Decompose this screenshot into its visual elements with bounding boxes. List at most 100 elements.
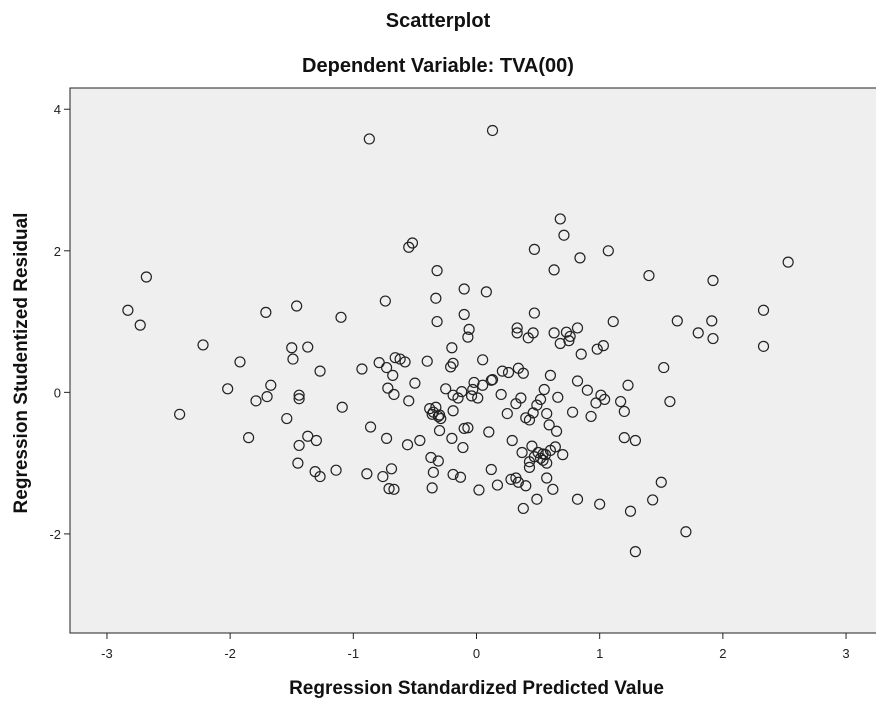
data-point — [615, 395, 627, 408]
data-point — [557, 449, 569, 461]
data-point — [554, 213, 566, 225]
data-point — [250, 395, 262, 407]
data-point — [261, 390, 273, 403]
data-point — [426, 482, 438, 494]
data-point — [335, 311, 347, 323]
data-point — [571, 493, 584, 505]
data-point — [467, 383, 479, 396]
data-point — [537, 454, 549, 466]
data-point — [380, 432, 393, 444]
data-point — [575, 348, 587, 360]
data-point — [302, 341, 314, 353]
data-point — [380, 361, 393, 374]
data-point — [526, 440, 538, 452]
data-point — [543, 419, 555, 431]
x-axis-label: Regression Standardized Predicted Value — [289, 678, 664, 699]
data-point — [445, 361, 457, 373]
data-point — [452, 392, 464, 404]
data-point — [574, 252, 586, 264]
data-point — [707, 274, 719, 287]
data-point — [140, 271, 152, 283]
data-point — [528, 307, 540, 319]
x-tick-label: 1 — [596, 646, 603, 661]
data-point — [122, 304, 134, 316]
data-point — [629, 546, 642, 558]
data-point — [234, 356, 246, 368]
data-point — [291, 300, 303, 312]
data-point — [330, 464, 342, 476]
chart-subtitle: Dependent Variable: TVA(00) — [302, 55, 574, 77]
data-point — [692, 327, 704, 339]
x-tick-label: 2 — [719, 646, 726, 661]
data-point — [477, 354, 489, 366]
data-point — [409, 377, 421, 389]
data-point — [599, 393, 611, 406]
data-point — [458, 308, 470, 321]
data-point — [385, 463, 398, 475]
data-point — [286, 342, 298, 354]
data-point — [538, 383, 550, 396]
data-point — [511, 322, 523, 334]
data-point — [571, 322, 584, 334]
data-point — [485, 374, 497, 386]
data-point — [389, 352, 401, 364]
data-point — [643, 269, 655, 282]
data-point — [558, 229, 570, 241]
data-point — [532, 446, 544, 459]
data-point — [618, 432, 630, 444]
data-point — [388, 388, 400, 401]
data-point — [433, 424, 446, 437]
data-point — [364, 421, 377, 433]
data-point — [424, 403, 436, 415]
data-point — [425, 451, 437, 464]
data-point — [549, 441, 561, 453]
data-point — [552, 391, 564, 403]
data-point — [541, 472, 553, 484]
data-point — [480, 286, 492, 298]
data-point — [403, 395, 415, 407]
data-point — [517, 502, 529, 515]
data-point — [483, 426, 495, 438]
data-point — [501, 407, 513, 420]
data-point — [435, 412, 447, 425]
data-point — [594, 498, 606, 510]
data-point — [554, 337, 566, 350]
data-point — [485, 463, 497, 476]
data-point — [680, 526, 692, 538]
data-point — [782, 256, 794, 268]
data-point — [502, 366, 515, 379]
data-point — [591, 343, 603, 355]
data-point — [629, 434, 642, 447]
data-point — [515, 392, 527, 404]
data-point — [222, 383, 234, 395]
x-tick-label: -2 — [224, 646, 236, 661]
data-point — [622, 379, 634, 391]
data-point — [585, 410, 597, 423]
data-point — [388, 483, 400, 495]
data-point — [447, 357, 459, 369]
data-point — [597, 340, 609, 352]
data-point — [310, 434, 322, 447]
data-point — [517, 367, 529, 379]
data-point — [293, 439, 305, 452]
data-point — [356, 363, 368, 375]
data-point — [197, 339, 209, 351]
data-point — [431, 265, 443, 277]
data-point — [550, 425, 563, 437]
data-point — [624, 505, 637, 517]
data-point — [472, 392, 484, 404]
data-point — [292, 457, 304, 469]
data-point — [454, 471, 467, 483]
data-point — [544, 369, 557, 381]
data-point — [757, 340, 770, 352]
y-tick-label: 0 — [54, 385, 61, 400]
data-point — [447, 468, 459, 481]
y-axis-label: Regression Studentized Residual — [11, 212, 32, 514]
data-point — [548, 327, 560, 339]
data-point — [566, 406, 579, 418]
y-tick-label: -2 — [49, 527, 61, 542]
data-point — [607, 315, 619, 328]
data-point — [281, 412, 293, 425]
data-point — [432, 455, 444, 467]
